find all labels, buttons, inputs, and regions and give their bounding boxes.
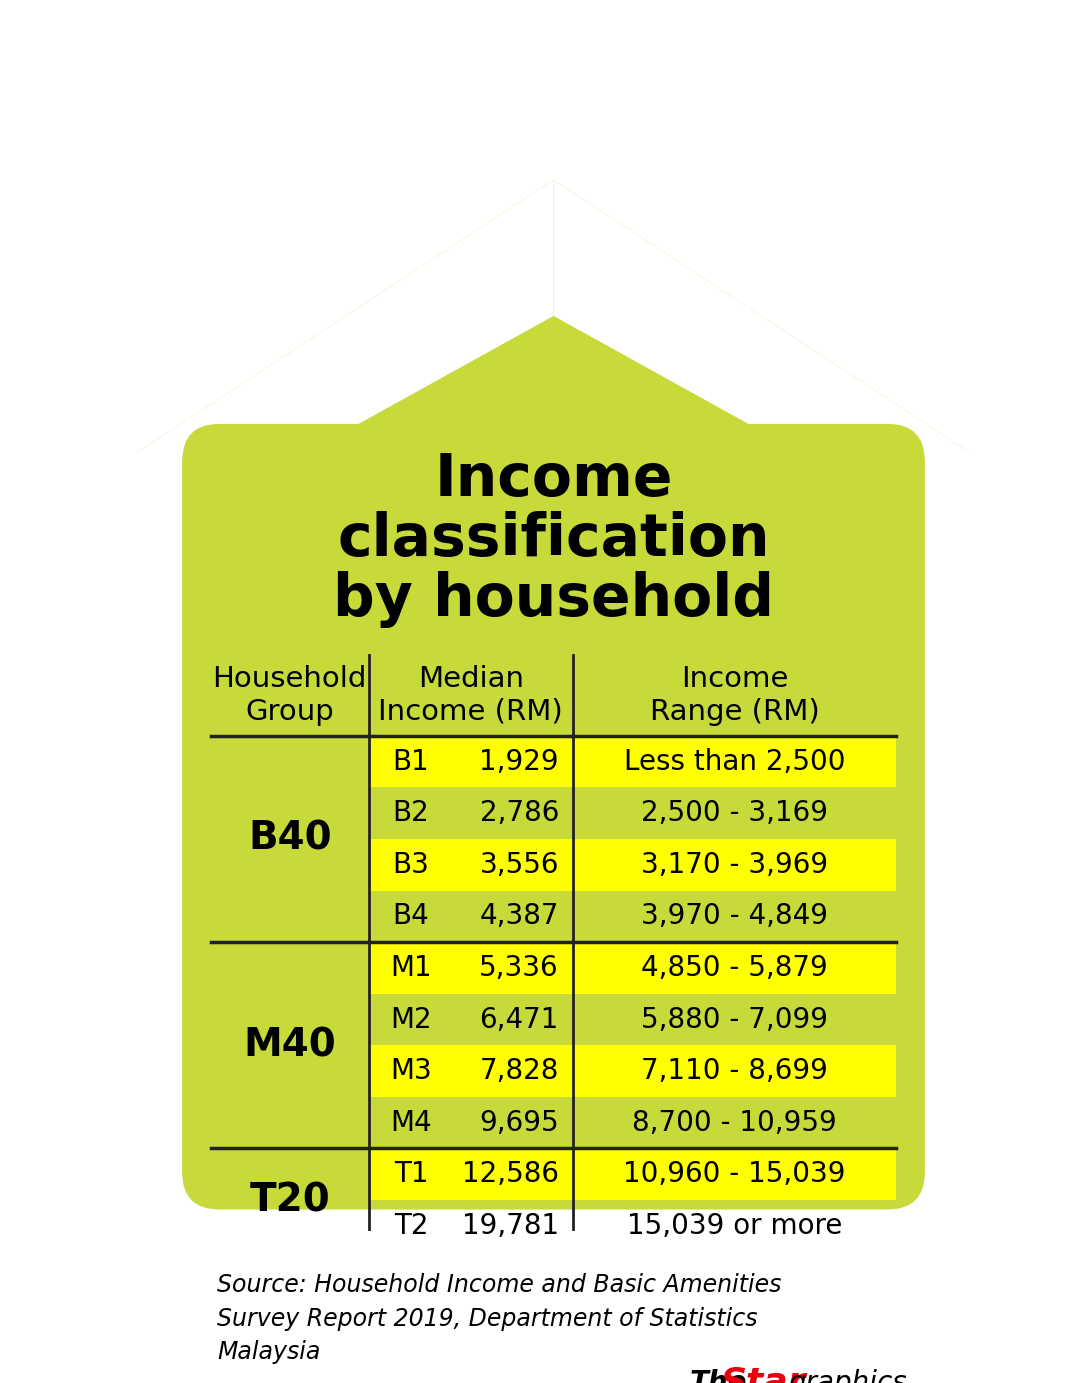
Text: 19,781: 19,781 [462,1212,558,1241]
Text: Median
Income (RM): Median Income (RM) [378,665,563,726]
Bar [572,1148,896,1200]
Text: 5,336: 5,336 [480,954,558,982]
FancyBboxPatch shape [183,425,924,1209]
Text: Household
Group: Household Group [213,665,367,726]
Text: 3,970 - 4,849: 3,970 - 4,849 [640,902,828,931]
Text: graphics: graphics [788,1369,907,1383]
Text: 9,695: 9,695 [480,1109,558,1137]
Text: T2: T2 [394,1212,429,1241]
Text: M3: M3 [390,1057,432,1086]
Polygon shape [289,317,818,462]
Bar [368,839,572,891]
Text: 10,960 - 15,039: 10,960 - 15,039 [623,1160,846,1188]
Text: Source: Household Income and Basic Amenities
Survey Report 2019, Department of S: Source: Household Income and Basic Ameni… [217,1274,782,1364]
Text: B2: B2 [393,799,430,827]
Text: 7,828: 7,828 [480,1057,558,1086]
Bar [572,736,896,787]
Text: T1: T1 [394,1160,429,1188]
Bar [572,942,896,994]
Text: by household: by household [333,571,774,628]
Bar [368,942,572,994]
Text: 2,500 - 3,169: 2,500 - 3,169 [640,799,828,827]
Text: 7,110 - 8,699: 7,110 - 8,699 [642,1057,828,1086]
Text: T20: T20 [249,1181,330,1218]
Text: M2: M2 [390,1005,432,1033]
Bar [368,736,572,787]
Polygon shape [554,180,973,462]
Text: B4: B4 [393,902,430,931]
Text: Income
Range (RM): Income Range (RM) [649,665,820,726]
Text: Income: Income [434,451,673,508]
FancyBboxPatch shape [183,425,924,1209]
Text: B1: B1 [393,748,430,776]
Text: 4,387: 4,387 [480,902,558,931]
Bar [368,1046,572,1097]
Text: The: The [690,1369,747,1383]
Text: 8,700 - 10,959: 8,700 - 10,959 [632,1109,837,1137]
Text: 12,586: 12,586 [462,1160,558,1188]
Bar [572,1046,896,1097]
Text: M1: M1 [390,954,432,982]
Text: B3: B3 [393,851,430,878]
Text: 1,929: 1,929 [480,748,558,776]
Text: 3,170 - 3,969: 3,170 - 3,969 [640,851,828,878]
Bar [368,1148,572,1200]
Text: classification: classification [337,510,770,568]
Polygon shape [134,180,973,455]
Text: Less than 2,500: Less than 2,500 [623,748,846,776]
Text: 4,850 - 5,879: 4,850 - 5,879 [642,954,828,982]
Text: M4: M4 [390,1109,432,1137]
Text: B40: B40 [248,820,332,857]
Text: 15,039 or more: 15,039 or more [626,1212,842,1241]
Polygon shape [134,180,554,462]
Text: 2,786: 2,786 [480,799,558,827]
Text: 5,880 - 7,099: 5,880 - 7,099 [640,1005,828,1033]
Bar [572,839,896,891]
Text: Star: Star [720,1365,806,1383]
Text: 6,471: 6,471 [480,1005,558,1033]
Text: 3,556: 3,556 [480,851,558,878]
Text: M40: M40 [243,1026,336,1065]
